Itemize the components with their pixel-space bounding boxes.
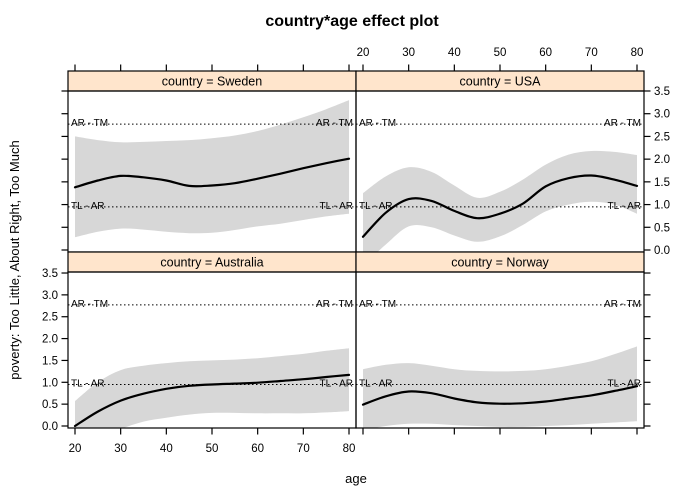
threshold-label-ar-tm-right: AR - TM [316, 299, 353, 310]
x-tick-label: 70 [297, 443, 310, 455]
threshold-label-tl-ar-right: TL - AR [319, 378, 353, 389]
threshold-label-tl-ar-left: TL - AR [71, 201, 105, 212]
x-tick-label: 30 [114, 443, 127, 455]
panel-norway: country = Norway AR - TM AR - TM TL - AR… [355, 251, 645, 429]
threshold-label-ar-tm-left: AR - TM [359, 118, 396, 129]
y-tick-label: 0.5 [654, 222, 670, 234]
bottom-axis: 20 30 40 50 60 70 80 [69, 428, 638, 455]
confidence-band [363, 346, 637, 428]
threshold-label-ar-tm-right: AR - TM [316, 118, 353, 129]
threshold-label-tl-ar-right: TL - AR [607, 201, 641, 212]
threshold-label-ar-tm-left: AR - TM [359, 299, 396, 310]
y-tick-label: 2.0 [42, 334, 58, 346]
fit-line [73, 373, 351, 428]
y-tick-label: 0.0 [654, 245, 670, 257]
x-tick-label: 70 [585, 47, 598, 59]
x-tick-label: 60 [539, 47, 552, 59]
x-tick-label: 20 [69, 443, 82, 455]
threshold-label-ar-tm-left: AR - TM [71, 299, 108, 310]
threshold-label-ar-tm-right: AR - TM [604, 118, 641, 129]
threshold-label-ar-tm-right: AR - TM [604, 299, 641, 310]
y-tick-label: 2.5 [42, 312, 58, 324]
threshold-label-tl-ar-right: TL - AR [607, 378, 641, 389]
left-axis: 0.0 0.5 1.0 1.5 2.0 2.5 3.0 3.5 [42, 90, 68, 433]
x-tick-label: 50 [494, 47, 507, 59]
y-tick-label: 1.0 [654, 200, 670, 212]
top-axis: 20 30 40 50 60 70 80 [74, 47, 644, 71]
plot-title: country*age effect plot [265, 13, 439, 30]
threshold-label-tl-ar-left: TL - AR [359, 201, 393, 212]
confidence-band [363, 150, 637, 252]
panel-border [355, 271, 645, 429]
y-axis-title: poverty: Too Little, About Right, Too Mu… [7, 140, 22, 379]
y-tick-label: 0.5 [42, 399, 58, 411]
y-tick-label: 2.0 [654, 154, 670, 166]
y-tick-label: 3.0 [654, 109, 670, 121]
x-tick-label: 20 [357, 47, 370, 59]
y-tick-label: 3.5 [42, 268, 58, 280]
confidence-band [75, 348, 349, 428]
strip-label: country = Australia [160, 256, 263, 270]
x-tick-label: 80 [631, 47, 644, 59]
threshold-label-tl-ar-left: TL - AR [71, 378, 105, 389]
x-tick-label: 40 [448, 47, 461, 59]
x-tick-label: 60 [251, 443, 264, 455]
strip-label: country = USA [460, 75, 542, 89]
confidence-band [75, 100, 349, 238]
panel-australia: country = Australia AR - TM AR - TM TL -… [67, 251, 357, 429]
fit-line [361, 385, 639, 406]
threshold-label-tl-ar-right: TL - AR [319, 201, 353, 212]
x-tick-label: 50 [206, 443, 219, 455]
strip-label: country = Sweden [162, 75, 262, 89]
x-tick-label: 30 [402, 47, 415, 59]
fit-line [361, 174, 639, 238]
y-tick-label: 3.5 [654, 86, 670, 98]
x-axis-title: age [345, 471, 367, 486]
threshold-label-ar-tm-left: AR - TM [71, 118, 108, 129]
panel-usa: country = USA AR - TM AR - TM TL - AR TL… [355, 70, 645, 253]
y-tick-label: 1.0 [42, 377, 58, 389]
y-tick-label: 1.5 [42, 355, 58, 367]
y-tick-label: 3.0 [42, 290, 58, 302]
panel-sweden: country = Sweden AR - TM AR - TM TL - AR… [67, 70, 357, 253]
y-tick-label: 0.0 [42, 421, 58, 433]
x-tick-label: 80 [343, 443, 356, 455]
threshold-label-tl-ar-left: TL - AR [359, 378, 393, 389]
y-tick-label: 1.5 [654, 177, 670, 189]
fit-line [73, 157, 351, 189]
strip-label: country = Norway [451, 256, 549, 270]
right-axis: 0.0 0.5 1.0 1.5 2.0 2.5 3.0 3.5 [644, 86, 670, 427]
x-tick-label: 40 [160, 443, 173, 455]
y-tick-label: 2.5 [654, 131, 670, 143]
